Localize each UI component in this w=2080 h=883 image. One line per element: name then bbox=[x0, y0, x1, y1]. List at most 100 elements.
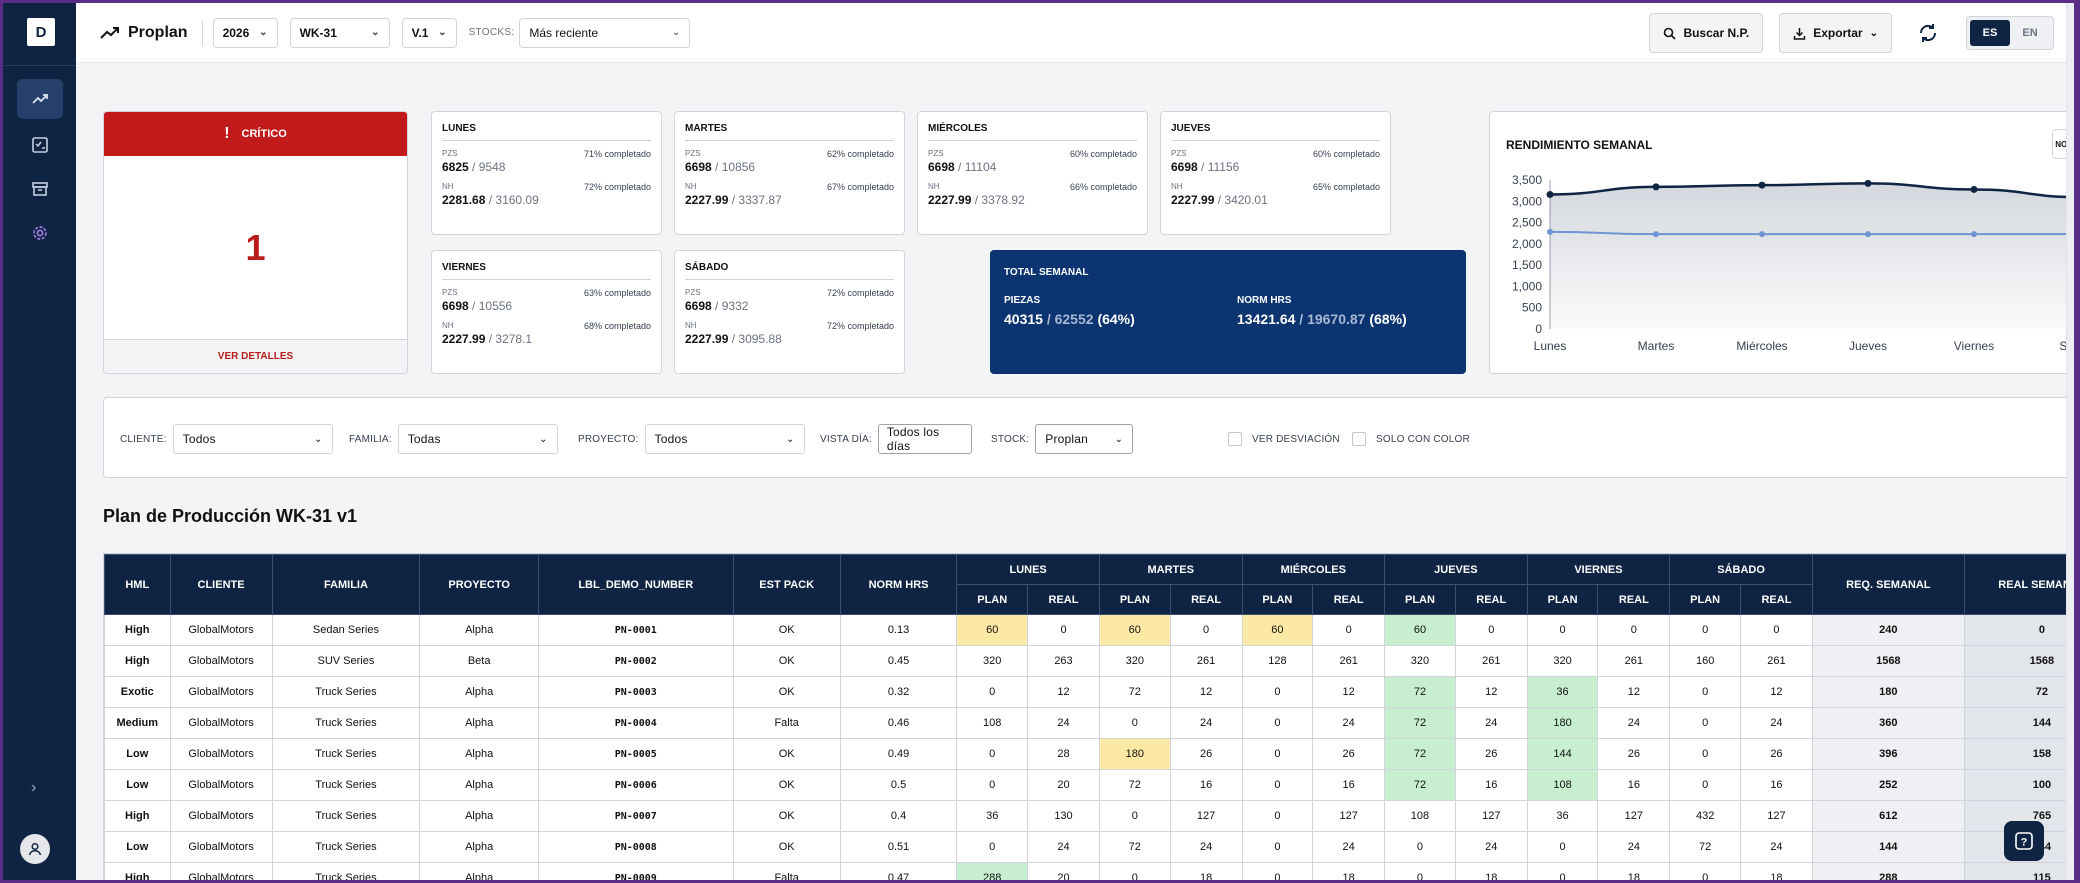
cell-day-plan: 36 bbox=[1526, 676, 1599, 708]
app-logo[interactable]: D bbox=[27, 18, 55, 46]
col-day-plan[interactable]: PLAN bbox=[1241, 584, 1314, 615]
stock-select[interactable]: Proplan ⌄ bbox=[1035, 424, 1134, 454]
only-color-toggle[interactable]: SOLO CON COLOR bbox=[1352, 424, 1470, 454]
export-button[interactable]: Exportar ⌄ bbox=[1779, 13, 1892, 53]
page-scrollbar[interactable] bbox=[2066, 3, 2074, 880]
col-day-plan[interactable]: PLAN bbox=[956, 584, 1029, 615]
cell-client: GlobalMotors bbox=[169, 831, 273, 863]
chart-title: RENDIMIENTO SEMANAL bbox=[1506, 138, 1653, 152]
only-color-checkbox[interactable] bbox=[1352, 432, 1366, 446]
year-value: 2026 bbox=[222, 25, 250, 40]
day-pieces-pct: 60% completado bbox=[1069, 149, 1137, 159]
cell-norm-hours: 0.32 bbox=[839, 676, 958, 708]
help-button[interactable]: ? bbox=[2004, 821, 2044, 861]
cell-day-plan: 72 bbox=[1098, 831, 1171, 863]
day-pieces: PZS 6698 / 11156 60% completado bbox=[1171, 149, 1380, 174]
export-label: Exportar bbox=[1813, 26, 1863, 40]
nav-dashboard-button[interactable] bbox=[17, 79, 63, 119]
col-project[interactable]: PROYECTO bbox=[419, 554, 539, 615]
cell-day-real: 26 bbox=[1312, 738, 1386, 770]
cell-weekly-real: 115 bbox=[1963, 862, 2074, 880]
col-day-plan[interactable]: PLAN bbox=[1098, 584, 1171, 615]
user-avatar-button[interactable] bbox=[20, 834, 50, 864]
table-row[interactable]: High GlobalMotors Sedan Series Alpha PN-0001… bbox=[104, 614, 2074, 646]
nav-planning-button[interactable] bbox=[17, 125, 63, 165]
col-family[interactable]: FAMILIA bbox=[271, 554, 421, 615]
client-filter-label: CLIENTE: bbox=[120, 433, 167, 445]
cell-day-real: 16 bbox=[1597, 769, 1671, 801]
col-weekly-real[interactable]: REAL SEMANAL bbox=[1963, 554, 2074, 615]
show-deviation-toggle[interactable]: VER DESVIACIÓN bbox=[1228, 424, 1340, 454]
svg-text:?: ? bbox=[2021, 837, 2028, 849]
app-name: Proplan bbox=[128, 23, 188, 41]
cell-day-plan: 60 bbox=[1241, 614, 1314, 646]
data-point bbox=[1971, 231, 1977, 238]
table-row[interactable]: High GlobalMotors SUV Series Beta PN-0002 OK 0… bbox=[104, 645, 2074, 677]
total-pieces-value: 40315 / 62552 (64%) bbox=[1004, 311, 1135, 327]
weekly-performance-chart: 0 500 1,000 1,500 2,000 2,500 3,000 3,500 Lunes M… bbox=[1512, 173, 2074, 353]
cell-project: Alpha bbox=[419, 800, 539, 832]
cell-day-plan: 144 bbox=[1526, 738, 1599, 770]
year-select[interactable]: 2026 ⌄ bbox=[212, 17, 278, 48]
col-client[interactable]: CLIENTE bbox=[169, 554, 273, 615]
nav-settings-button[interactable] bbox=[17, 213, 63, 253]
cell-hml: High bbox=[104, 800, 171, 832]
cell-day-plan: 320 bbox=[1098, 645, 1171, 677]
day-nh-label: NH bbox=[442, 182, 454, 191]
col-pack-status[interactable]: EST PACK bbox=[732, 554, 841, 615]
help-icon: ? bbox=[2015, 832, 2033, 850]
lang-en-button[interactable]: EN bbox=[2022, 27, 2038, 39]
day-view-select[interactable]: Todos los días bbox=[877, 424, 972, 454]
project-select[interactable]: Todos ⌄ bbox=[644, 424, 805, 454]
table-row[interactable]: Low GlobalMotors Truck Series Alpha PN-0006 O… bbox=[104, 769, 2074, 801]
col-weekly-required[interactable]: REQ. SEMANAL bbox=[1811, 554, 1965, 615]
search-np-button[interactable]: Buscar N.P. bbox=[1649, 13, 1764, 53]
table-row[interactable]: Exotic GlobalMotors Truck Series Alpha PN-00… bbox=[104, 676, 2074, 708]
table-row[interactable]: High GlobalMotors Truck Series Alpha PN-0009… bbox=[104, 862, 2074, 880]
client-select[interactable]: Todos ⌄ bbox=[172, 424, 333, 454]
col-day-real[interactable]: REAL bbox=[1312, 584, 1386, 615]
day-nh-pct: 72% completado bbox=[583, 182, 651, 192]
cell-day-plan: 0 bbox=[1526, 862, 1599, 880]
col-norm-hours[interactable]: NORM HRS bbox=[839, 554, 958, 615]
cell-weekly-required: 240 bbox=[1811, 614, 1965, 646]
refresh-button[interactable] bbox=[1908, 13, 1948, 53]
col-day-real[interactable]: REAL bbox=[1169, 584, 1243, 615]
col-day-real[interactable]: REAL bbox=[1454, 584, 1528, 615]
chevron-right-icon[interactable]: › bbox=[31, 779, 37, 796]
view-details-link[interactable]: VER DETALLES bbox=[104, 339, 407, 373]
family-select[interactable]: Todas ⌄ bbox=[397, 424, 558, 454]
col-hml[interactable]: HML bbox=[104, 554, 171, 615]
table-row[interactable]: Medium GlobalMotors Truck Series Alpha PN-00… bbox=[104, 707, 2074, 739]
day-card-title: VIERNES bbox=[442, 251, 651, 280]
cell-day-real: 26 bbox=[1740, 738, 1813, 770]
week-select[interactable]: WK-31 ⌄ bbox=[289, 17, 390, 48]
col-day-real[interactable]: REAL bbox=[1597, 584, 1671, 615]
lang-es-button[interactable]: ES bbox=[1970, 20, 2010, 46]
table-row[interactable]: Low GlobalMotors Truck Series Alpha PN-0005 O… bbox=[104, 738, 2074, 770]
table-row[interactable]: High GlobalMotors Truck Series Alpha PN-0007… bbox=[104, 800, 2074, 832]
cell-project: Beta bbox=[419, 645, 539, 677]
nav-archive-button[interactable] bbox=[17, 169, 63, 209]
day-card: MIÉRCOLES PZS 6698 / 11104 60% completado NH… bbox=[917, 111, 1148, 235]
col-part-number[interactable]: LBL_DEMO_NUMBER bbox=[537, 554, 734, 615]
col-day-real[interactable]: REAL bbox=[1027, 584, 1100, 615]
cell-day-plan: 0 bbox=[1241, 769, 1314, 801]
col-day-group: LUNES bbox=[956, 554, 1100, 585]
cell-pack-status: OK bbox=[732, 831, 841, 863]
x-tick-label: Miércoles bbox=[1736, 339, 1787, 353]
norm-hrs-toggle-button[interactable]: NORM HRS bbox=[2052, 129, 2074, 159]
version-select[interactable]: V.1 ⌄ bbox=[401, 17, 457, 48]
col-day-plan[interactable]: PLAN bbox=[1384, 584, 1456, 615]
day-nh-pct: 67% completado bbox=[826, 182, 894, 192]
col-day-real[interactable]: REAL bbox=[1740, 584, 1813, 615]
cell-day-plan: 72 bbox=[1098, 676, 1171, 708]
col-day-plan[interactable]: PLAN bbox=[1526, 584, 1599, 615]
day-pieces-label: PZS bbox=[685, 288, 701, 297]
show-deviation-checkbox[interactable] bbox=[1228, 432, 1242, 446]
table-row[interactable]: Low GlobalMotors Truck Series Alpha PN-0008 O… bbox=[104, 831, 2074, 863]
cell-day-real: 24 bbox=[1740, 707, 1813, 739]
col-day-plan[interactable]: PLAN bbox=[1669, 584, 1742, 615]
day-nh-pct: 65% completado bbox=[1312, 182, 1380, 192]
stocks-select[interactable]: Más reciente ⌄ bbox=[519, 17, 691, 48]
